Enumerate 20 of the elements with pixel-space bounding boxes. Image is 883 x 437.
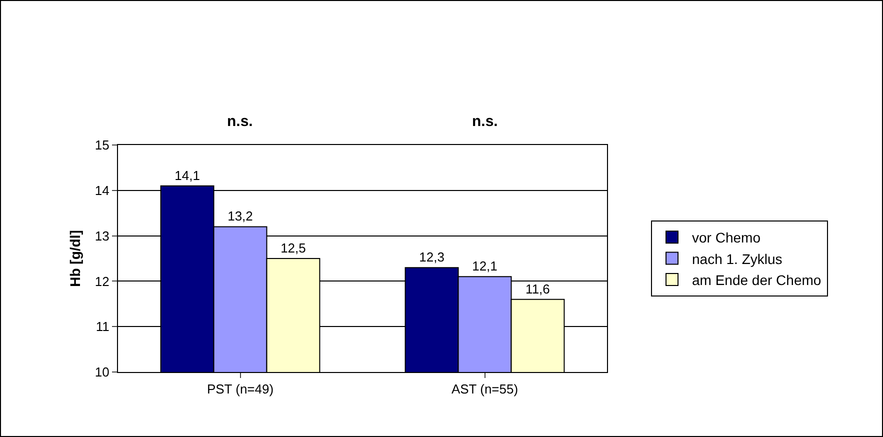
data-label: 11,6	[526, 281, 550, 296]
x-tick-label: PST (n=49)	[206, 382, 274, 397]
y-tick-label: 10	[94, 364, 110, 380]
legend-label: vor Chemo	[692, 230, 761, 246]
y-tick-label: 13	[94, 228, 110, 244]
y-axis-title: Hb [g/dl]	[67, 230, 83, 287]
y-tick-label: 12	[94, 274, 110, 289]
data-label: 12,3	[419, 250, 444, 265]
legend-label: am Ende der Chemo	[692, 272, 822, 288]
text: n.s.	[227, 113, 253, 130]
data-label: 12,1	[472, 258, 498, 274]
y-tick-label: 15	[94, 138, 110, 153]
y-tick-label: 11	[96, 319, 110, 334]
data-label: 14,1	[174, 168, 200, 183]
data-label: 12,5	[280, 240, 306, 256]
x-tick-label: AST (n=55)	[451, 382, 518, 397]
y-tick-label: 14	[94, 182, 110, 198]
text: n.s.	[472, 113, 498, 130]
data-label: 13,2	[228, 208, 253, 224]
legend-label: nach 1. Zyklus	[692, 250, 782, 267]
